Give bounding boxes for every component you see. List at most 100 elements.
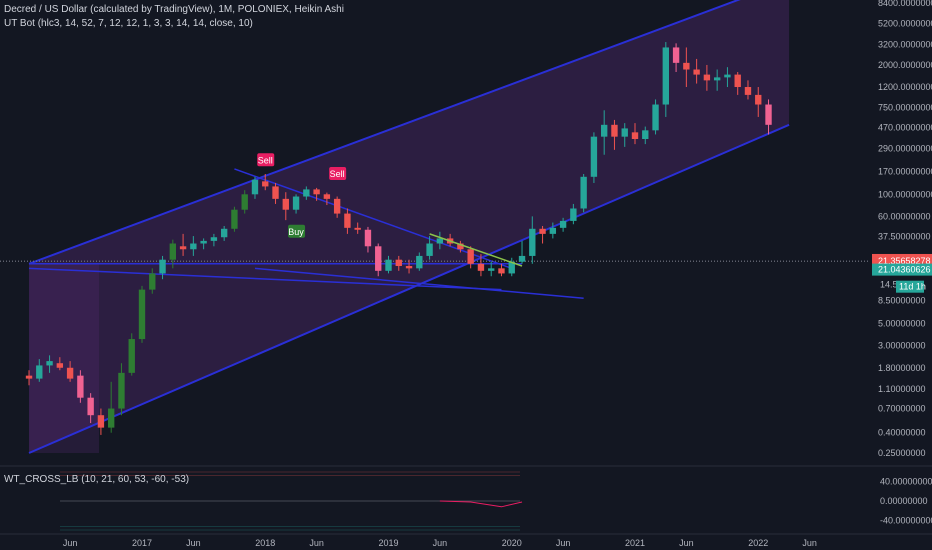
y-tick-label: 290.00000000 — [878, 143, 932, 153]
candle-body — [364, 229, 372, 247]
candle-body — [200, 240, 207, 244]
y-tick-label: 5.00000000 — [878, 319, 926, 329]
x-tick-label: 2020 — [502, 538, 522, 548]
osc-y-tick-label: 0.00000000 — [880, 496, 928, 506]
candle-body — [539, 228, 546, 234]
channel-layer — [28, 0, 790, 454]
candle-body — [734, 74, 741, 88]
oscillator-pane[interactable]: 40.00000000 0.00000000 -40.00000000 — [0, 465, 932, 531]
candle-body — [416, 255, 423, 269]
candle-body — [713, 77, 721, 81]
x-tick-label: Jun — [556, 538, 571, 548]
candle-body — [241, 194, 248, 210]
sell-signal-tag[interactable] — [329, 167, 347, 181]
indicator-legend: UT Bot (hlc3, 14, 52, 7, 12, 12, 1, 3, 3… — [4, 18, 253, 29]
candle-body — [621, 128, 628, 137]
candle-body — [559, 220, 567, 228]
candle-body — [231, 209, 238, 229]
y-tick-label: 8400.00000000 — [878, 0, 932, 8]
candle-body — [262, 181, 269, 187]
candle-body — [179, 246, 187, 250]
candle-body — [642, 130, 649, 140]
candle-body — [395, 259, 402, 267]
candle-body — [529, 228, 536, 256]
y-tick-label: 470.00000000 — [878, 122, 932, 132]
y-tick-label: 2000.00000000 — [878, 60, 932, 70]
candle-body — [488, 268, 495, 271]
candle-body — [344, 213, 351, 228]
sell-signal-tag[interactable] — [257, 153, 275, 167]
x-tick-label: Jun — [679, 538, 694, 548]
signal-layer[interactable]: Sell Buy Sell — [257, 153, 347, 238]
x-tick-label: 2018 — [255, 538, 275, 548]
candle-layer — [25, 42, 772, 435]
candle-body — [118, 372, 125, 409]
candle-body — [724, 74, 731, 78]
osc-y-tick-label: 40.00000000 — [880, 477, 932, 487]
candle-body — [631, 132, 639, 140]
y-tick-label: 0.70000000 — [878, 404, 926, 414]
candle-body — [580, 176, 587, 209]
trendline — [28, 267, 502, 291]
candle-body — [46, 361, 53, 366]
candle-body — [436, 238, 444, 244]
candle-body — [467, 249, 474, 264]
y-tick-label: 0.25000000 — [878, 448, 926, 458]
candle-body — [570, 208, 577, 221]
channel-fill — [29, 0, 790, 453]
candle-body — [765, 104, 772, 125]
countdown-tag — [896, 280, 924, 293]
stop-level-label: 21.04360626 — [878, 265, 931, 275]
candle-body — [220, 228, 228, 238]
candle-body — [693, 69, 700, 75]
candle-body — [77, 375, 84, 398]
candle-body — [385, 259, 392, 271]
candle-body — [601, 124, 608, 137]
candle-body — [477, 263, 485, 271]
osc-y-tick-label: -40.00000000 — [880, 515, 932, 525]
trendline — [254, 267, 584, 300]
channel-lower-line — [28, 123, 790, 454]
candle-body — [149, 273, 156, 290]
candle-body — [755, 94, 762, 105]
candle-body — [108, 408, 115, 428]
candle-body — [282, 198, 289, 210]
candle-body — [354, 227, 361, 230]
candle-body — [549, 227, 557, 234]
x-tick-label: 2017 — [132, 538, 152, 548]
candle-body — [323, 194, 331, 199]
candle-body — [97, 415, 105, 428]
last-price-tag[interactable] — [872, 253, 932, 266]
candle-body — [672, 47, 680, 63]
y-tick-label: 750.00000000 — [878, 102, 932, 112]
candle-body — [159, 259, 166, 274]
candle-body — [683, 62, 690, 70]
y-tick-label: 1.10000000 — [878, 384, 926, 394]
y-tick-label: 14.5 — [880, 280, 898, 290]
x-tick-label: Jun — [433, 538, 448, 548]
x-tick-label: 2019 — [378, 538, 398, 548]
y-tick-label: 0.40000000 — [878, 428, 926, 438]
candle-body — [744, 87, 752, 95]
candle-body — [169, 243, 176, 260]
candle-body — [56, 363, 64, 368]
y-tick-label: 60.00000000 — [878, 211, 931, 221]
candle-body — [87, 397, 94, 416]
y-tick-label: 1.80000000 — [878, 363, 926, 373]
buy-signal-tag[interactable] — [288, 224, 306, 238]
candle-body — [272, 186, 279, 199]
x-tick-label: 2021 — [625, 538, 645, 548]
chart-title: Decred / US Dollar (calculated by Tradin… — [4, 4, 344, 15]
y-tick-label: 170.00000000 — [878, 166, 932, 176]
x-tick-label: Jun — [309, 538, 324, 548]
y-tick-label: 5200.00000000 — [878, 19, 932, 29]
y-tick-label: 3.00000000 — [878, 341, 926, 351]
candle-body — [138, 289, 146, 340]
stop-level-tag[interactable] — [872, 263, 932, 276]
y-tick-label: 3200.00000000 — [878, 40, 932, 50]
trendline — [234, 168, 513, 270]
candle-body — [457, 243, 464, 250]
candle-body — [508, 261, 515, 274]
